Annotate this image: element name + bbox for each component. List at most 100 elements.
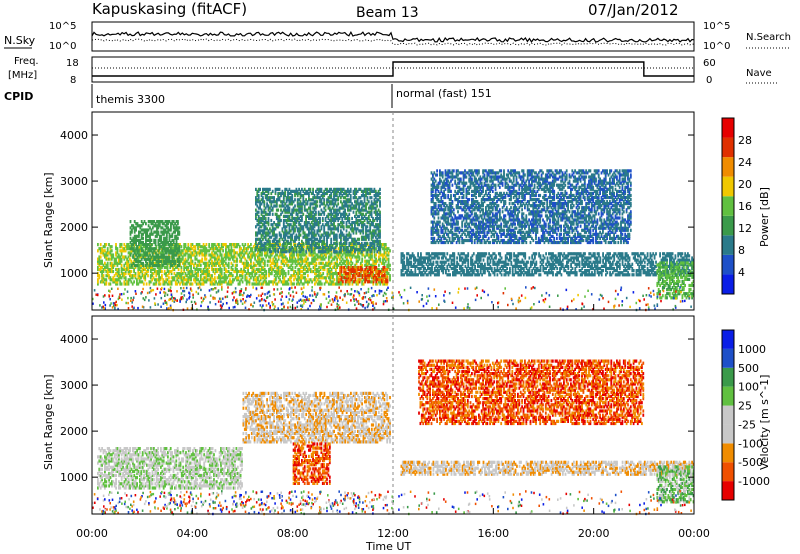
heatmap-cell	[288, 246, 291, 250]
heatmap-cell	[359, 202, 362, 206]
heatmap-cell	[282, 250, 285, 254]
heatmap-cell	[201, 259, 204, 263]
heatmap-cell	[376, 200, 379, 204]
heatmap-cell	[320, 208, 323, 212]
heatmap-cell	[116, 263, 119, 267]
heatmap-cell	[343, 268, 346, 272]
heatmap-cell	[373, 255, 376, 259]
heatmap-cell	[262, 229, 264, 233]
heatmap-cell	[309, 231, 312, 235]
heatmap-cell	[511, 271, 514, 275]
heatmap-cell	[212, 263, 215, 267]
heatmap-cell	[509, 271, 511, 275]
heatmap-cell	[245, 263, 248, 267]
heatmap-cell	[477, 264, 479, 268]
heatmap-cell	[256, 231, 259, 235]
heatmap-cell	[364, 280, 367, 284]
heatmap-cell	[288, 248, 291, 252]
heatmap-cell	[284, 257, 287, 261]
heatmap-cell	[340, 263, 343, 267]
heatmap-cell	[453, 260, 456, 264]
heatmap-cell	[315, 202, 317, 206]
heatmap-cell	[194, 255, 197, 259]
heatmap-cell	[306, 221, 309, 225]
heatmap-cell	[280, 267, 283, 272]
heatmap-cell	[237, 253, 240, 257]
heatmap-cell	[360, 225, 363, 229]
heatmap-cell	[198, 261, 201, 265]
heatmap-cell	[166, 263, 169, 267]
heatmap-cell	[263, 191, 266, 196]
heatmap-cell	[127, 263, 130, 267]
heatmap-cell	[344, 280, 347, 284]
heatmap-cell	[256, 243, 259, 248]
heatmap-cell	[362, 282, 365, 286]
heatmap-cell	[177, 236, 179, 240]
heatmap-cell	[326, 214, 328, 218]
heatmap-cell	[514, 269, 517, 273]
heatmap-cell	[140, 236, 143, 240]
heatmap-cell	[331, 202, 334, 206]
heatmap-cell	[158, 259, 161, 263]
heatmap-cell	[153, 255, 156, 259]
heatmap-cell	[172, 224, 175, 228]
heatmap-cell	[317, 210, 320, 214]
noise-right-tick-bottom: 10^0	[703, 41, 730, 52]
heatmap-cell	[418, 269, 421, 273]
heatmap-cell	[457, 271, 460, 275]
heatmap-cell	[167, 257, 170, 261]
heatmap-cell	[348, 200, 351, 204]
heatmap-cell	[268, 259, 270, 263]
heatmap-cell	[250, 243, 252, 247]
heatmap-cell	[341, 194, 344, 198]
heatmap-cell	[513, 252, 515, 256]
heatmap-cell	[147, 247, 150, 251]
heatmap-cell	[326, 269, 329, 274]
heatmap-cell	[255, 196, 257, 200]
heatmap-cell	[378, 274, 380, 278]
heatmap-cell	[288, 187, 291, 191]
heatmap-cell	[315, 269, 318, 274]
heatmap-cell	[328, 189, 331, 193]
heatmap-cell	[123, 280, 126, 284]
heatmap-cell	[120, 272, 123, 276]
heatmap-cell	[160, 245, 163, 249]
heatmap-cell	[268, 282, 270, 286]
heatmap-cell	[348, 255, 351, 259]
heatmap-cell	[431, 264, 433, 268]
heatmap-cell	[376, 225, 379, 229]
heatmap-cell	[270, 235, 273, 239]
heatmap-cell	[336, 272, 338, 276]
heatmap-cell	[379, 282, 382, 286]
heatmap-cell	[199, 274, 202, 278]
heatmap-cell	[358, 202, 360, 206]
heatmap-cell	[97, 265, 99, 269]
heatmap-cell	[368, 268, 371, 272]
heatmap-cell	[359, 210, 362, 214]
heatmap-cell	[316, 246, 319, 250]
heatmap-cell	[156, 234, 158, 238]
heatmap-cell	[346, 259, 348, 263]
heatmap-cell	[337, 187, 340, 191]
heatmap-cell	[155, 245, 158, 249]
heatmap-cell	[374, 266, 376, 270]
heatmap-cell	[211, 255, 213, 259]
heatmap-cell	[341, 243, 344, 248]
heatmap-cell	[420, 266, 422, 271]
heatmap-cell	[265, 253, 268, 257]
heatmap-cell	[245, 247, 248, 251]
heatmap-cell	[427, 252, 429, 256]
heatmap-cell	[147, 238, 150, 242]
heatmap-cell	[368, 278, 370, 282]
heatmap-cell	[161, 253, 164, 257]
heatmap-cell	[319, 276, 322, 280]
heatmap-cell	[265, 251, 268, 255]
heatmap-cell	[315, 267, 318, 272]
freq-left-tick-top: 18	[66, 58, 79, 69]
heatmap-cell	[339, 270, 341, 274]
heatmap-cell	[320, 227, 323, 231]
heatmap-cell	[330, 194, 333, 198]
heatmap-cell	[366, 218, 369, 223]
heatmap-cell	[484, 262, 486, 266]
heatmap-cell	[330, 272, 333, 276]
